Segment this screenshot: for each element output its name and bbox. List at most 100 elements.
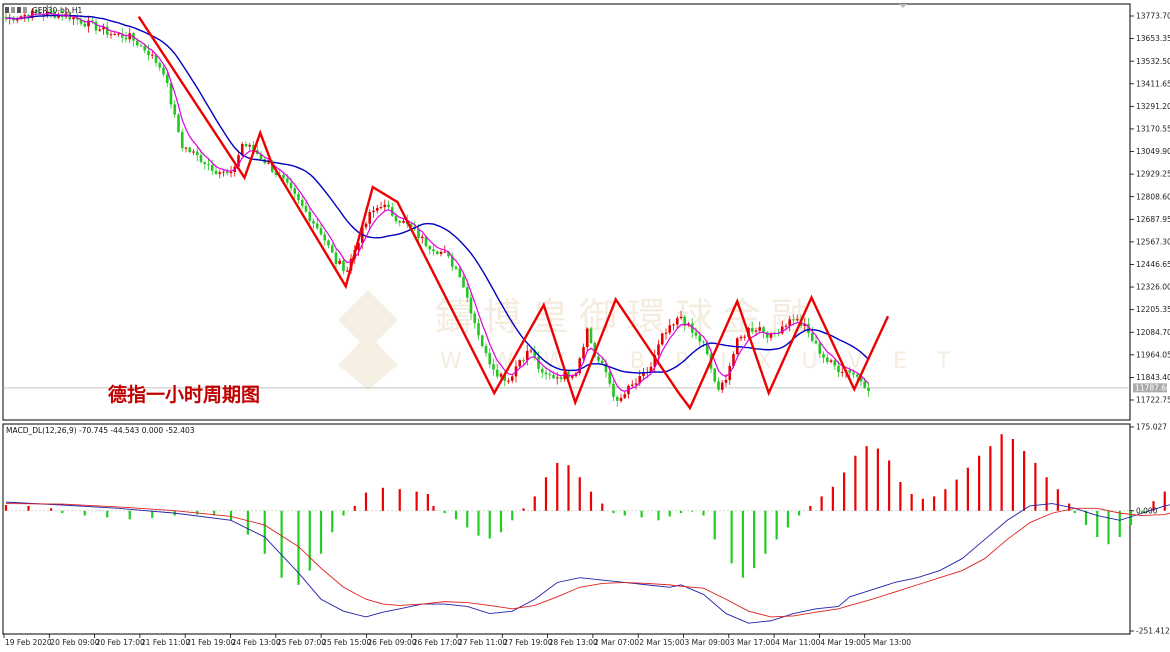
macd-bar: [1107, 510, 1110, 545]
candle: [83, 19, 87, 28]
candle: [525, 344, 529, 366]
macd-bar: [921, 498, 924, 511]
candle: [225, 168, 229, 176]
candle: [319, 223, 323, 236]
price-tick-label: 12929.25: [1136, 170, 1170, 179]
candle-body: [717, 381, 720, 390]
candle-body: [780, 326, 784, 334]
macd-bar: [775, 510, 778, 540]
candle-body: [225, 171, 229, 174]
candle-body: [147, 50, 150, 56]
candle: [165, 70, 169, 87]
candle-body: [184, 147, 188, 149]
candle: [825, 353, 829, 365]
symbol-icons: [5, 7, 27, 13]
candle-body: [75, 17, 79, 20]
candle: [642, 367, 645, 380]
candle-body: [499, 373, 503, 377]
candle-body: [582, 347, 585, 359]
candle-body: [98, 29, 102, 31]
candle-body: [664, 332, 668, 334]
candle-body: [120, 33, 124, 38]
candle-body: [282, 174, 285, 179]
candle-body: [4, 16, 8, 19]
candle-body: [158, 62, 162, 68]
macd-bar: [944, 489, 947, 511]
macd-bar: [865, 446, 868, 511]
candle-body: [818, 343, 822, 354]
candle: [533, 345, 537, 361]
price-tick-label: 12326.00: [1136, 283, 1170, 292]
macd-bar: [1163, 491, 1166, 511]
time-tick-label: 21 Feb 19:00: [186, 638, 235, 647]
candle: [664, 328, 668, 340]
macd-bar: [229, 510, 233, 521]
macd-bar: [280, 510, 283, 578]
candle-body: [525, 350, 529, 361]
candle-body: [642, 372, 645, 376]
macd-bar: [713, 510, 716, 540]
candle-body: [304, 205, 308, 212]
candle-body: [83, 23, 87, 27]
macd-bar: [843, 472, 846, 511]
candle-body: [180, 132, 184, 149]
candle-body: [49, 11, 53, 13]
candle: [38, 8, 42, 16]
macd-bar: [511, 510, 514, 521]
macd-bar: [246, 510, 249, 535]
candle-body: [477, 323, 480, 336]
candle-body: [807, 324, 810, 333]
candle: [297, 191, 300, 205]
candle: [683, 314, 687, 331]
candle: [173, 99, 177, 119]
candle-body: [177, 114, 180, 133]
macd-bar: [1129, 510, 1133, 526]
macd-bar: [426, 493, 429, 511]
candle-body: [274, 171, 278, 175]
macd-header: MACD_DL(12,26,9) -70.745 -44.543 0.000 -…: [6, 426, 195, 435]
scroll-marker-icon[interactable]: [899, 4, 907, 8]
candle-body: [357, 242, 360, 250]
candle: [589, 326, 593, 345]
candle: [120, 27, 124, 43]
macd-bar: [899, 482, 902, 511]
candle: [327, 239, 330, 249]
candle-body: [683, 316, 687, 326]
macd-tick-label: -251.412: [1136, 627, 1170, 636]
candle-body: [537, 356, 540, 369]
candle-body: [702, 341, 705, 343]
candle: [717, 377, 720, 392]
candle-body: [432, 249, 435, 252]
macd-bar: [730, 510, 733, 564]
macd-bar: [623, 510, 626, 516]
candle-body: [379, 207, 383, 209]
macd-bar: [331, 510, 334, 533]
time-tick-label: 20 Feb 09:00: [50, 638, 99, 647]
macd-bar: [477, 510, 480, 536]
candle-body: [334, 252, 338, 264]
candle-body: [454, 266, 458, 269]
candle-body: [240, 144, 244, 156]
candle: [383, 199, 387, 212]
candle-body: [383, 204, 387, 208]
candle: [207, 157, 210, 171]
candle-body: [300, 199, 304, 206]
candle: [188, 146, 192, 154]
candle: [342, 257, 345, 275]
candle: [368, 209, 372, 230]
macd-bar: [1011, 438, 1014, 511]
candle: [510, 374, 514, 384]
candle-body: [229, 172, 233, 174]
candle-body: [679, 316, 683, 319]
candle: [424, 235, 428, 248]
macd-bar: [544, 477, 548, 511]
macd-bar: [702, 510, 705, 516]
candle-body: [784, 325, 788, 327]
candle: [600, 357, 604, 365]
candle-body: [252, 144, 255, 151]
candle: [195, 147, 199, 162]
candle-body: [567, 371, 570, 378]
candle-body: [462, 276, 465, 288]
zigzag-line: [137, 16, 890, 411]
macd-bar: [466, 510, 469, 528]
